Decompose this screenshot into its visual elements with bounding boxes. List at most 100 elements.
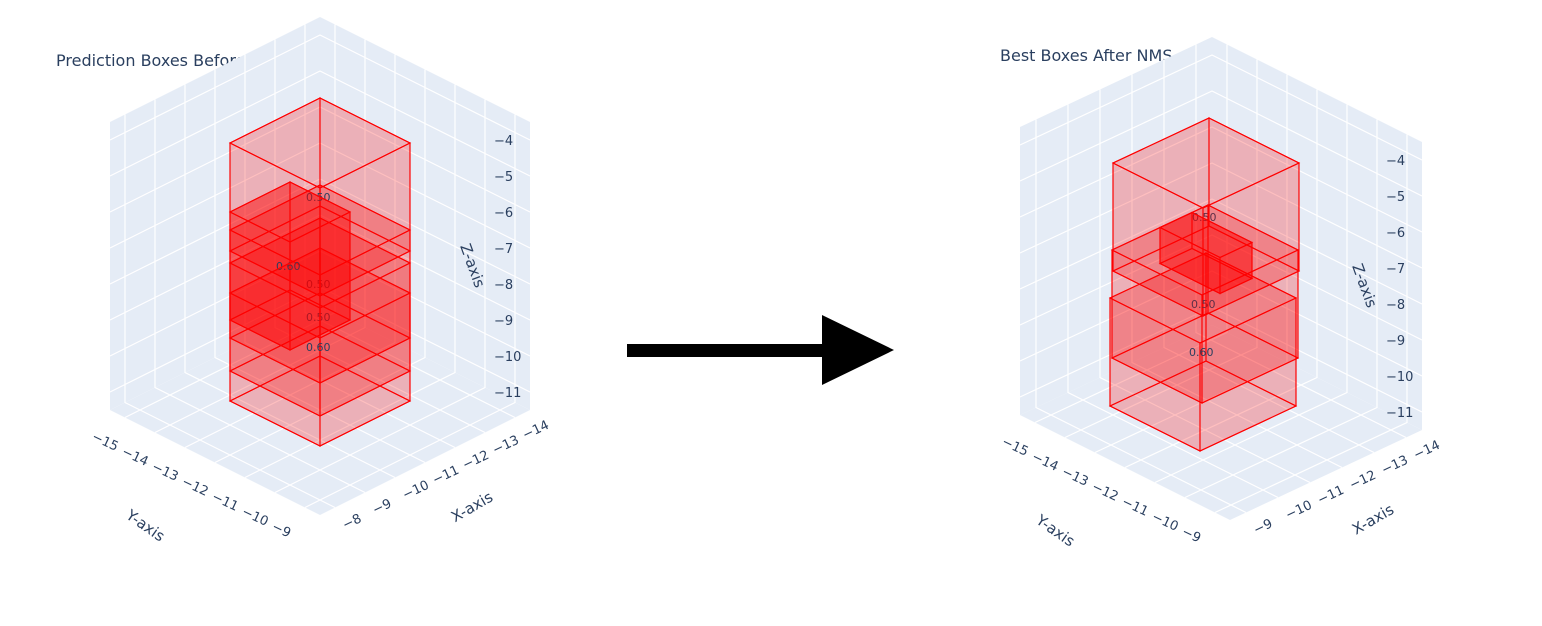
x-grid-line	[214, 69, 426, 464]
z-tick-label: −9	[494, 314, 513, 329]
y-axis-title: Y-axis	[122, 505, 168, 545]
box-face	[229, 247, 321, 402]
box-face	[1111, 204, 1209, 359]
z-tick-label: −10	[494, 350, 521, 365]
z-tick-label: −8	[1386, 298, 1405, 313]
box-face	[1109, 252, 1207, 407]
prediction-box[interactable]: 0.60	[1108, 252, 1298, 452]
x-tick-label: −13	[1379, 453, 1410, 478]
x-tick-label: −11	[1315, 483, 1346, 508]
z-grid-line	[1019, 90, 1423, 197]
x-axis-title: X-axis	[1349, 500, 1397, 538]
y-tick-label: −12	[1089, 480, 1120, 505]
y-tick-label: −11	[1119, 495, 1150, 520]
x-grid-line	[274, 39, 486, 434]
x-grid-line	[1035, 119, 1247, 514]
x-tick-label: −10	[1283, 498, 1314, 523]
x-grid-line	[1131, 74, 1343, 469]
z-grid-line	[1019, 126, 1423, 233]
y-tick-label: −15	[999, 435, 1030, 460]
y-grid-line	[1214, 134, 1408, 514]
x-tick-label: −14	[520, 418, 551, 443]
z-tick-label: −6	[1386, 226, 1405, 241]
z-grid-line	[1019, 270, 1423, 377]
box-face	[1159, 211, 1193, 265]
arrow-icon	[627, 315, 894, 385]
x-grid-line	[1099, 89, 1311, 484]
prediction-box[interactable]	[1158, 211, 1254, 295]
y-tick-label: −9	[1179, 525, 1203, 547]
x-tick-label: −9	[370, 496, 394, 518]
box-score-label: 0.60	[1189, 346, 1214, 359]
x-tick-label: −9	[1251, 516, 1275, 538]
y-tick-label: −13	[1059, 465, 1090, 490]
z-tick-label: −5	[494, 170, 513, 185]
y-grid-line	[304, 114, 516, 509]
z-grid-line	[1019, 198, 1423, 305]
box-score-label: 0.60	[276, 260, 301, 273]
y-tick-label: −13	[149, 460, 180, 485]
x-grid-line	[124, 114, 336, 509]
x-tick-label: −10	[400, 478, 431, 503]
z-grid-line	[109, 70, 531, 177]
x-tick-label: −12	[460, 448, 491, 473]
y-tick-label: −15	[89, 430, 120, 455]
y-grid-line	[244, 84, 456, 479]
y-tick-label: −14	[119, 445, 150, 470]
right-chart-title: Best Boxes After NMS	[1000, 46, 1173, 65]
z-tick-label: −8	[494, 278, 513, 293]
left-3d-scene[interactable]: −8−9−10−11−12−13−14−9−10−11−12−13−14−15−…	[0, 0, 600, 626]
scene-group: −9−10−11−12−13−14−9−10−11−12−13−14−15−4−…	[999, 37, 1443, 550]
x-tick-label: −8	[340, 511, 364, 533]
prediction-box[interactable]: 0.60	[228, 247, 412, 447]
boxes-layer: 0.50 0.50 0.60	[1108, 117, 1301, 452]
y-grid-line	[1064, 59, 1258, 439]
box-score-label: 0.50	[306, 278, 331, 291]
z-tick-label: −7	[494, 242, 513, 257]
z-tick-label: −10	[1386, 370, 1413, 385]
box-face	[1112, 117, 1210, 272]
y-grid-line	[1124, 89, 1318, 469]
boxes-layer: 0.50 0.50 0.50 0.60 0.60	[228, 97, 412, 447]
y-grid-line	[274, 99, 486, 494]
y-axis-title: Y-axis	[1032, 510, 1078, 550]
y-grid-line	[1154, 104, 1348, 484]
right-3d-scene[interactable]: −9−10−11−12−13−14−9−10−11−12−13−14−15−4−…	[940, 0, 1540, 626]
prediction-box[interactable]: 0.50	[228, 97, 412, 297]
box-face	[1202, 162, 1300, 317]
x-grid-line	[154, 99, 366, 494]
y-grid-line	[154, 39, 366, 434]
x-grid-line	[304, 24, 516, 419]
box-score-label: 0.50	[1192, 211, 1217, 224]
z-tick-label: −9	[1386, 334, 1405, 349]
box-face	[229, 97, 321, 252]
y-tick-label: −10	[1149, 510, 1180, 535]
y-tick-label: −14	[1029, 450, 1060, 475]
prediction-box[interactable]: 0.50	[228, 217, 412, 417]
z-grid-line	[1019, 54, 1423, 161]
box-score-label: 0.50	[306, 311, 331, 324]
x-tick-label: −12	[1347, 468, 1378, 493]
z-tick-label: −4	[1386, 154, 1405, 169]
x-tick-label: −13	[490, 433, 521, 458]
box-score-label: 0.50	[306, 191, 331, 204]
y-tick-label: −10	[239, 505, 270, 530]
box-face	[319, 292, 411, 447]
y-tick-label: −11	[209, 490, 240, 515]
z-tick-label: −11	[494, 386, 521, 401]
y-grid-line	[1184, 119, 1378, 499]
scene-group: −8−9−10−11−12−13−14−9−10−11−12−13−14−15−…	[89, 17, 552, 545]
x-grid-line	[1163, 59, 1375, 454]
z-tick-label: −6	[494, 206, 513, 221]
x-tick-label: −11	[430, 463, 461, 488]
x-tick-label: −14	[1411, 438, 1442, 463]
box-score-label: 0.60	[306, 341, 331, 354]
box-score-label: 0.50	[1191, 298, 1216, 311]
box-face	[1199, 297, 1297, 452]
z-tick-label: −11	[1386, 406, 1413, 421]
z-grid-line	[1019, 234, 1423, 341]
z-grid-line	[1019, 306, 1423, 413]
y-grid-line	[1094, 74, 1288, 454]
grid-lines	[1019, 44, 1423, 514]
x-grid-line	[184, 84, 396, 479]
